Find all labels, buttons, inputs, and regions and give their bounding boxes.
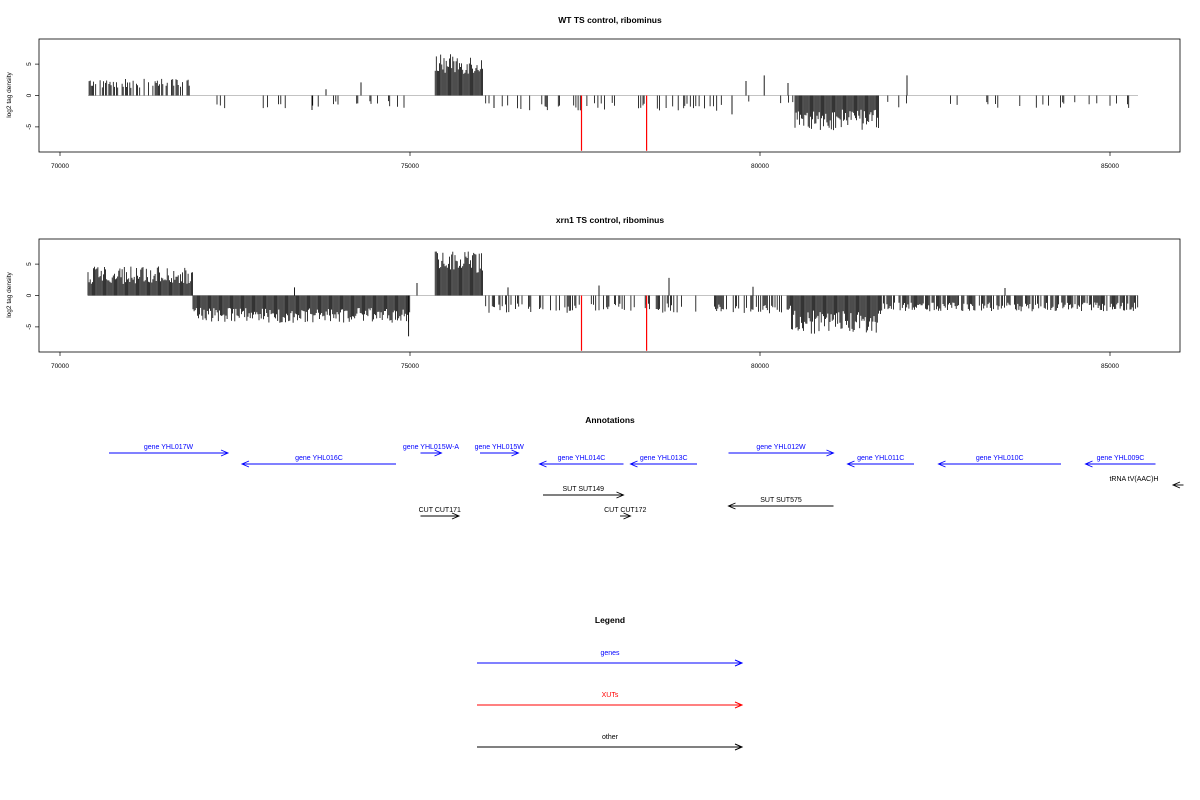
annotation-arrowhead (937, 460, 946, 468)
annotation-feature: SUT SUT149 (543, 486, 625, 499)
annotation-arrowhead (511, 449, 520, 457)
y-axis-label-xrn1: log2 tag density (6, 271, 13, 317)
annotation-arrowhead (240, 460, 250, 468)
annotation-label: gene YHL017W (144, 444, 194, 451)
legend-arrowhead (734, 701, 744, 709)
annotation-feature: CUT CUT172 (604, 507, 646, 520)
x-tick-label: 70000 (51, 163, 69, 170)
y-tick-label: -5 (26, 324, 33, 330)
chart-title-wt: WT TS control, ribominus (558, 15, 662, 25)
annotation-feature: gene YHL012W (728, 444, 835, 457)
annotation-label: gene YHL010C (976, 455, 1024, 462)
legend-arrowhead (734, 743, 744, 751)
annotation-arrowhead (451, 512, 461, 520)
annotation-label: gene YHL012W (756, 444, 806, 451)
annotation-feature: gene YHL013C (629, 455, 697, 468)
annotation-label: gene YHL013C (640, 455, 688, 462)
legend: Legend genes XUTs other (477, 615, 744, 751)
x-tick-label: 80000 (751, 163, 769, 170)
annotation-label: gene YHL015W-A (403, 444, 459, 451)
y-axis-label-wt: log2 tag density (6, 71, 13, 117)
annotation-label: gene YHL016C (295, 455, 343, 462)
annotation-label: gene YHL014C (558, 455, 606, 462)
annotation-label: CUT CUT172 (604, 507, 646, 514)
x-tick-label: 75000 (401, 363, 419, 370)
annotation-label: gene YHL011C (857, 455, 904, 462)
annotation-label: SUT SUT149 (563, 486, 605, 493)
y-tick-label: 5 (26, 62, 33, 66)
x-tick-label: 80000 (751, 363, 769, 370)
annotation-feature: tRNA tV(AAC)H (1109, 476, 1184, 489)
annotation-arrowhead (623, 512, 632, 520)
annotations-track: Annotations gene YHL017W gene YHL016C gene… (109, 415, 1184, 520)
annotation-feature: gene YHL017W (109, 444, 230, 457)
annotation-label: SUT SUT575 (760, 497, 802, 504)
legend-item-gene: genes (477, 650, 744, 667)
annotation-feature: gene YHL011C (846, 455, 914, 468)
annotation-arrowhead (434, 449, 443, 457)
legend-label: genes (600, 650, 620, 657)
annotation-feature: gene YHL016C (240, 455, 396, 468)
legend-item-xut: XUTs (477, 692, 744, 709)
chart-panel-wt: WT TS control, ribominus log2 tag densit… (6, 15, 1181, 170)
legend-label: XUTs (602, 692, 619, 699)
annotation-label: gene YHL015W (475, 444, 525, 451)
annotation-arrowhead (1171, 481, 1181, 489)
annotation-arrowhead (1084, 460, 1093, 468)
annotation-feature: gene YHL009C (1084, 455, 1156, 468)
annotation-label: tRNA tV(AAC)H (1109, 476, 1158, 483)
legend-label: other (602, 734, 619, 741)
y-tick-label: 0 (26, 293, 33, 297)
annotation-feature: gene YHL014C (538, 455, 624, 468)
plot-frame-wt (38, 38, 1181, 153)
annotations-title: Annotations (585, 415, 635, 425)
plot-frame-xrn1 (38, 238, 1181, 353)
chart-title-xrn1: xrn1 TS control, ribominus (556, 215, 664, 225)
annotation-feature: gene YHL010C (937, 455, 1061, 468)
annotation-arrowhead (826, 449, 835, 457)
annotation-feature: gene YHL015W-A (403, 444, 459, 457)
annotation-feature: CUT CUT171 (419, 507, 461, 520)
annotation-label: CUT CUT171 (419, 507, 461, 514)
annotation-arrowhead (538, 460, 547, 468)
chart-panel-xrn1: xrn1 TS control, ribominus log2 tag dens… (6, 215, 1181, 370)
x-tick-label: 75000 (401, 163, 419, 170)
annotation-arrowhead (727, 502, 736, 510)
annotation-arrowhead (846, 460, 855, 468)
annotation-arrowhead (629, 460, 638, 468)
annotation-feature: SUT SUT575 (727, 497, 834, 510)
legend-arrowhead (734, 659, 744, 667)
y-tick-label: 5 (26, 262, 33, 266)
x-tick-label: 85000 (1101, 163, 1119, 170)
annotation-arrowhead (220, 449, 230, 457)
annotation-label: gene YHL009C (1097, 455, 1145, 462)
legend-item-other: other (477, 734, 744, 751)
y-tick-label: -5 (26, 124, 33, 130)
annotation-arrowhead (616, 491, 625, 499)
y-tick-label: 0 (26, 93, 33, 97)
x-tick-label: 85000 (1101, 363, 1119, 370)
legend-title: Legend (595, 615, 625, 625)
x-tick-label: 70000 (51, 363, 69, 370)
annotation-feature: gene YHL015W (475, 444, 525, 457)
